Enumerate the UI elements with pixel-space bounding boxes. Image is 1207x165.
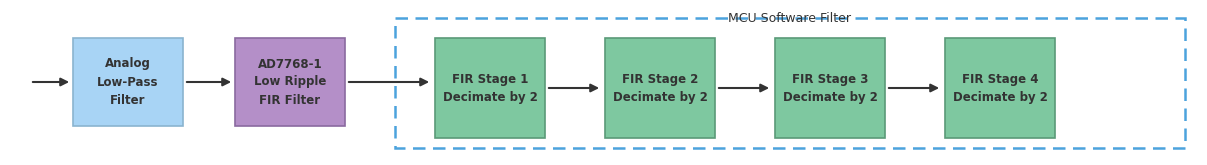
Bar xyxy=(395,18,1185,148)
Bar xyxy=(435,38,546,138)
Text: FIR Stage 1
Decimate by 2: FIR Stage 1 Decimate by 2 xyxy=(443,72,537,103)
Text: FIR Stage 3
Decimate by 2: FIR Stage 3 Decimate by 2 xyxy=(782,72,877,103)
Text: AD7768-1
Low Ripple
FIR Filter: AD7768-1 Low Ripple FIR Filter xyxy=(253,57,326,106)
Text: FIR Stage 2
Decimate by 2: FIR Stage 2 Decimate by 2 xyxy=(613,72,707,103)
Bar xyxy=(945,38,1055,138)
Bar xyxy=(775,38,885,138)
Text: Analog
Low-Pass
Filter: Analog Low-Pass Filter xyxy=(98,57,159,106)
Text: FIR Stage 4
Decimate by 2: FIR Stage 4 Decimate by 2 xyxy=(952,72,1048,103)
Text: MCU Software Filter: MCU Software Filter xyxy=(729,12,851,25)
Bar xyxy=(72,38,183,126)
Bar xyxy=(235,38,345,126)
Bar xyxy=(605,38,715,138)
